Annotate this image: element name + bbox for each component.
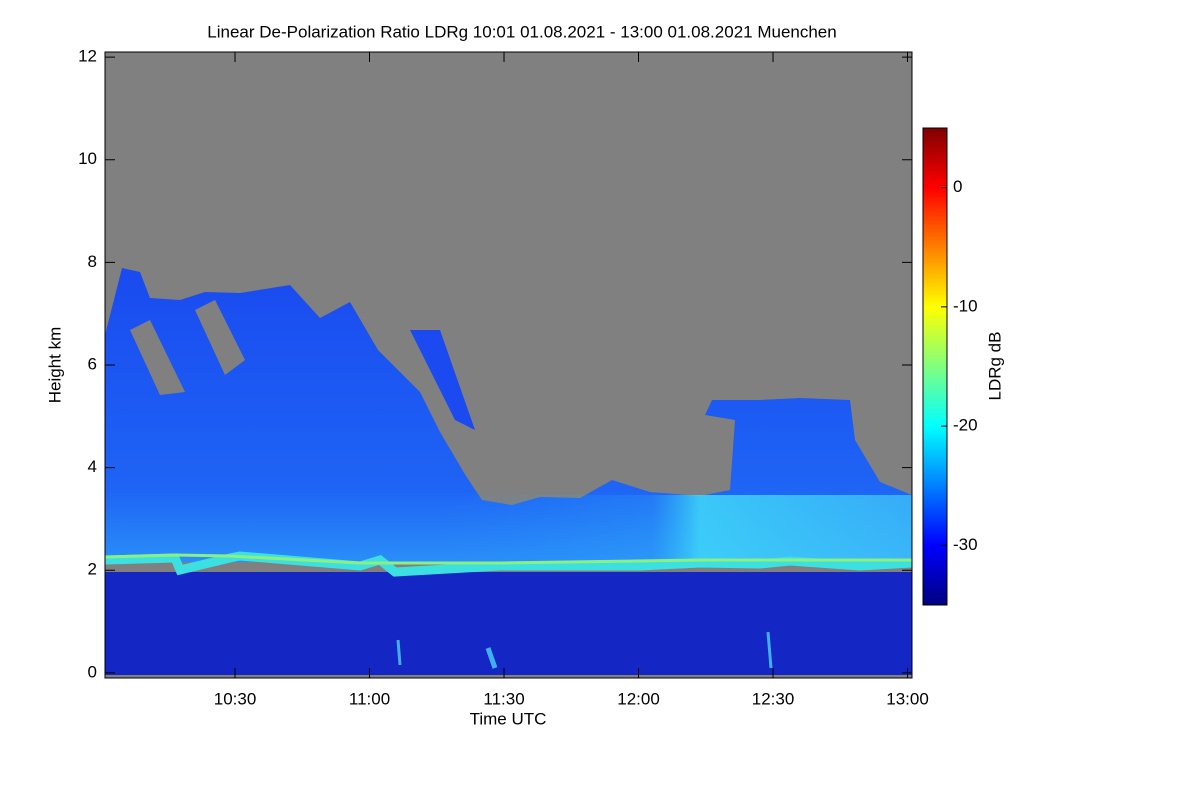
colorbar — [922, 127, 948, 606]
y-tick-label: 12 — [78, 47, 97, 66]
x-tick-label: 11:00 — [349, 689, 390, 708]
chart-title: Linear De-Polarization Ratio LDRg 10:01 … — [207, 22, 836, 41]
x-tick-label: 12:30 — [752, 689, 795, 708]
colorbar-tick-label: -20 — [953, 416, 978, 435]
colorbar-tick-label: 0 — [953, 177, 962, 196]
y-tick-label: 6 — [88, 354, 97, 373]
x-tick-label: 12:00 — [617, 689, 660, 708]
colorbar-tick-label: -30 — [953, 535, 978, 554]
y-tick-label: 8 — [88, 252, 97, 271]
colorbar-label: LDRg dB — [985, 332, 1004, 401]
y-tick-label: 10 — [78, 149, 97, 168]
colorbar-tick-label: -10 — [953, 296, 978, 315]
x-tick-label: 10:30 — [214, 689, 257, 708]
x-tick-label: 13:00 — [886, 689, 929, 708]
x-tick-label: 11:30 — [483, 689, 524, 708]
x-axis-label: Time UTC — [470, 709, 547, 728]
heatmap-image — [105, 52, 912, 678]
y-tick-label: 4 — [88, 457, 97, 476]
y-tick-label: 2 — [88, 560, 97, 579]
y-tick-label: 0 — [88, 662, 97, 681]
y-axis-label: Height km — [45, 327, 64, 404]
